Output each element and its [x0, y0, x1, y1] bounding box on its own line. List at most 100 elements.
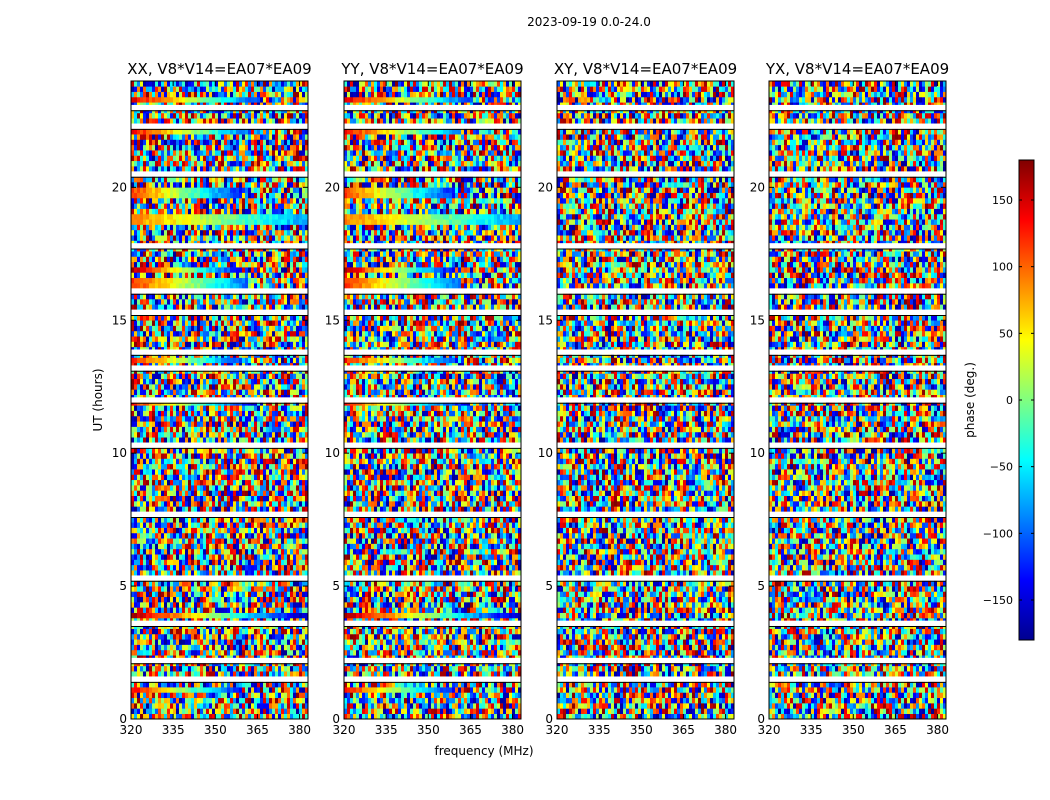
flagged-row: [344, 511, 521, 517]
y-tick-label: 15: [112, 313, 127, 327]
x-tick-label: 320: [758, 723, 781, 737]
y-tick-label: 0: [119, 712, 127, 726]
panels-group: XX, V8*V14=EA07*EA09 320 335 350 365 380 0 5 10 1…: [112, 60, 949, 737]
flagged-row: [557, 171, 734, 177]
y-tick-label: 0: [332, 712, 340, 726]
flagged-row: [344, 123, 521, 129]
x-tick-label: 380: [501, 723, 524, 737]
y-tick-label: 20: [112, 180, 127, 194]
colorbar: 150 100 50 0 −50 −100 −150: [983, 159, 1035, 641]
flagged-row: [344, 171, 521, 177]
x-tick-label: 320: [546, 723, 569, 737]
flagged-row: [557, 123, 734, 129]
x-tick-label: 320: [333, 723, 356, 737]
flagged-row: [557, 104, 734, 111]
x-tick-label: 365: [459, 723, 482, 737]
y-tick-label: 10: [112, 446, 127, 460]
y-axis-label: UT (hours): [91, 368, 105, 431]
panel-frame: [768, 80, 947, 720]
flagged-row: [131, 365, 308, 371]
panel-xy: XY, V8*V14=EA07*EA09 320 335 350 365 380 0 5 10 1…: [538, 60, 737, 737]
y-tick-label: 20: [538, 180, 553, 194]
flagged-row: [131, 575, 308, 581]
flagged-row: [769, 442, 946, 448]
flagged-row: [131, 309, 308, 315]
y-tick-label: 20: [750, 180, 765, 194]
flagged-row: [769, 365, 946, 371]
flagged-row: [557, 309, 734, 315]
flagged-row: [557, 442, 734, 448]
flagged-row: [131, 123, 308, 129]
flagged-row: [557, 676, 734, 682]
y-tick-label: 5: [757, 579, 765, 593]
flagged-row: [131, 511, 308, 517]
flagged-row: [769, 349, 946, 355]
flagged-row: [769, 657, 946, 664]
flagged-row: [557, 620, 734, 626]
y-tick-label: 0: [757, 712, 765, 726]
flagged-row: [557, 243, 734, 249]
flagged-row: [769, 676, 946, 682]
flagged-row: [131, 243, 308, 249]
y-tick-label: 10: [325, 446, 340, 460]
flagged-row: [344, 365, 521, 371]
flagged-row: [557, 657, 734, 664]
flagged-row: [344, 288, 521, 294]
flagged-row: [344, 620, 521, 626]
x-tick-label: 335: [800, 723, 823, 737]
colorbar-tick-label: 150: [992, 194, 1013, 207]
x-tick-label: 365: [884, 723, 907, 737]
flagged-row: [344, 575, 521, 581]
panel-yx: YX, V8*V14=EA07*EA09 320 335 350 365 380 0 5 10 1…: [750, 60, 949, 737]
flagged-row: [131, 397, 308, 403]
flagged-row: [769, 511, 946, 517]
x-tick-label: 350: [630, 723, 653, 737]
panel-title: XX, V8*V14=EA07*EA09: [127, 60, 311, 78]
flagged-row: [769, 397, 946, 403]
flagged-row: [131, 442, 308, 448]
y-tick-label: 5: [332, 579, 340, 593]
flagged-row: [769, 171, 946, 177]
x-tick-label: 335: [375, 723, 398, 737]
flagged-row: [557, 349, 734, 355]
flagged-row: [131, 171, 308, 177]
flagged-row: [769, 243, 946, 249]
y-tick-label: 20: [325, 180, 340, 194]
flagged-row: [131, 288, 308, 294]
y-tick-label: 15: [325, 313, 340, 327]
panel-title: YY, V8*V14=EA07*EA09: [340, 60, 523, 78]
x-tick-label: 335: [588, 723, 611, 737]
x-tick-label: 380: [714, 723, 737, 737]
flagged-row: [769, 104, 946, 111]
flagged-row: [344, 243, 521, 249]
x-tick-label: 350: [842, 723, 865, 737]
panel-xx: XX, V8*V14=EA07*EA09 320 335 350 365 380 0 5 10 1…: [112, 60, 312, 737]
panel-frame: [556, 80, 735, 720]
colorbar-tick-label: 0: [1006, 394, 1013, 407]
panel-title: YX, V8*V14=EA07*EA09: [765, 60, 949, 78]
flagged-row: [557, 575, 734, 581]
flagged-row: [131, 657, 308, 664]
flagged-row: [344, 657, 521, 664]
flagged-row: [557, 288, 734, 294]
y-tick-label: 15: [750, 313, 765, 327]
flagged-row: [557, 511, 734, 517]
flagged-row: [344, 442, 521, 448]
panel-yy: YY, V8*V14=EA07*EA09 320 335 350 365 380 0 5 10 1…: [325, 60, 524, 737]
x-tick-label: 350: [204, 723, 227, 737]
x-tick-label: 350: [417, 723, 440, 737]
colorbar-tick-label: 50: [999, 327, 1013, 340]
flagged-row: [131, 620, 308, 626]
y-tick-label: 15: [538, 313, 553, 327]
panel-frame: [130, 80, 309, 720]
flagged-row: [344, 397, 521, 403]
x-tick-label: 365: [246, 723, 269, 737]
flagged-row: [557, 365, 734, 371]
flagged-row: [769, 620, 946, 626]
y-tick-label: 10: [538, 446, 553, 460]
y-tick-label: 0: [545, 712, 553, 726]
x-tick-label: 320: [120, 723, 143, 737]
panel-title: XY, V8*V14=EA07*EA09: [554, 60, 737, 78]
flagged-row: [769, 123, 946, 129]
